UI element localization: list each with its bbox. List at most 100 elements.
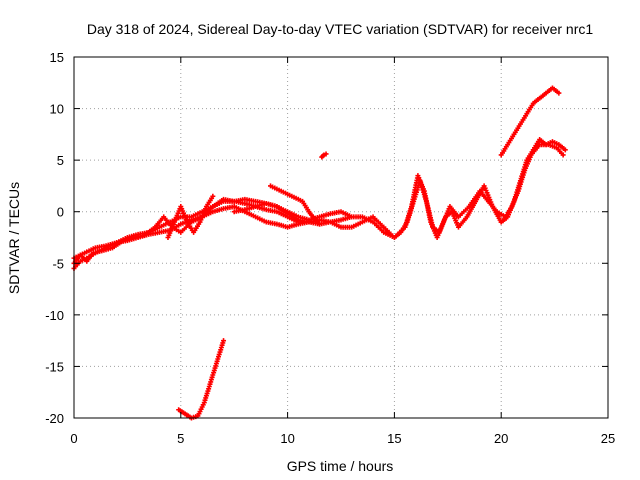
data-point-trail [551, 86, 560, 95]
data-point-trail [372, 216, 385, 228]
data-point-trail [198, 206, 208, 223]
x-tick-label: 15 [387, 431, 401, 446]
data-point-trail [393, 231, 402, 239]
data-point-trail [291, 194, 303, 203]
data-point-trail [547, 142, 558, 150]
data-point-trail [307, 210, 317, 221]
y-tick-label: -10 [45, 308, 64, 323]
data-point-trail [301, 201, 311, 213]
data-point-trail [80, 256, 88, 263]
data-point-trail [538, 138, 547, 146]
data-point-trail [276, 205, 289, 216]
data-point-trail [192, 221, 202, 233]
data-point-trail [92, 248, 103, 255]
grid-lines [74, 57, 608, 418]
data-point [349, 214, 355, 220]
data-point [323, 151, 329, 157]
data-point-trail [496, 210, 506, 219]
data-point-trail [166, 221, 176, 238]
data-point [221, 338, 227, 344]
data-point-trail [519, 113, 529, 125]
data-point-trail [73, 260, 82, 270]
data-point-trail [545, 140, 553, 147]
data-point-trail [84, 246, 96, 255]
data-point-trail [372, 221, 385, 234]
data-point-trail [465, 200, 477, 218]
data-points [71, 85, 568, 421]
data-point [317, 221, 323, 227]
plot-frame [73, 56, 609, 419]
data-point-trail [276, 210, 288, 219]
data-point-trail [111, 239, 124, 250]
x-tick-label: 5 [177, 431, 184, 446]
data-point-trail [177, 408, 186, 416]
data-point-trail [558, 143, 567, 151]
data-point-trail [154, 216, 165, 228]
data-point-trail [196, 402, 206, 417]
data-point-trail [399, 221, 409, 233]
data-point-trail [383, 226, 396, 239]
data-point-trail [444, 210, 453, 219]
data-point-trail [270, 184, 282, 193]
data-point-trail [179, 206, 189, 223]
chart-title: Day 318 of 2024, Sidereal Day-to-day VTE… [87, 21, 593, 37]
x-tick-label: 10 [280, 431, 294, 446]
data-point-trail [545, 86, 554, 95]
y-tick-label: -20 [45, 411, 64, 426]
data-point-trail [482, 185, 495, 207]
y-tick-label: 5 [57, 153, 64, 168]
data-point-trail [280, 189, 293, 198]
data-point-trail [552, 140, 560, 147]
data-point-trail [162, 216, 174, 228]
y-tick-label: 15 [50, 50, 64, 65]
data-point-trail [244, 210, 256, 219]
data-point-trail [437, 216, 448, 233]
data-point-trail [432, 226, 441, 234]
x-tick-label: 20 [494, 431, 508, 446]
data-point-trail [212, 198, 225, 208]
data-point-trail [500, 215, 509, 224]
data-point-trail [457, 205, 470, 218]
data-point-trail [351, 220, 363, 229]
data-point-trail [555, 147, 564, 156]
data-point-trail [85, 252, 95, 263]
data-point-trail [340, 210, 352, 219]
data-point-trail [205, 195, 215, 207]
data-point-trail [491, 206, 503, 223]
data-point-trail [506, 133, 516, 146]
data-point-trail [362, 215, 374, 224]
data-point-trail [512, 123, 522, 135]
data-point-trail [287, 212, 299, 222]
data-point-trail [255, 215, 267, 224]
data-point-trail [72, 254, 82, 265]
data-point-trail [538, 91, 547, 100]
y-axis-label: SDTVAR / TECUs [6, 182, 22, 294]
data-point-trail [314, 218, 321, 226]
data-point-trail [525, 149, 535, 161]
axis-ticks: 0 5 10 15 20 25 -20 -15 -10 -5 0 5 10 15 [45, 50, 615, 446]
data-point-trail [191, 414, 199, 420]
data-point-trail [171, 226, 182, 234]
y-tick-label: 10 [50, 102, 64, 117]
data-point-trail [532, 97, 541, 105]
y-tick-label: -15 [45, 359, 64, 374]
data-point-trail [186, 221, 195, 233]
data-point-trail [500, 144, 509, 156]
data-point [556, 90, 562, 96]
data-point-trail [330, 220, 342, 229]
data-point-trail [457, 216, 469, 228]
data-point [562, 147, 568, 153]
data-point-trail [525, 103, 535, 115]
data-point-trail [143, 226, 156, 237]
x-tick-label: 0 [70, 431, 77, 446]
data-point [306, 219, 312, 225]
x-tick-label: 25 [601, 431, 615, 446]
data-point-trail [79, 254, 88, 263]
data-point [210, 193, 216, 199]
data-point [560, 152, 566, 158]
data-point-trail [184, 412, 193, 420]
data-point-trail [532, 139, 541, 151]
y-tick-label: -5 [52, 256, 64, 271]
